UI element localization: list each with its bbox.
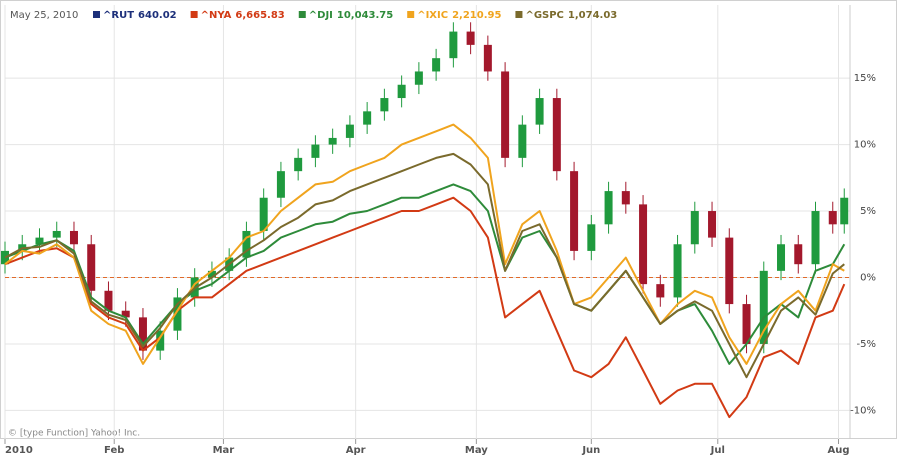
legend-name: ^RUT: [103, 10, 134, 21]
candle-body: [777, 244, 786, 271]
candle-body: [483, 44, 492, 72]
candle-body: [828, 211, 837, 225]
candle-body: [552, 98, 561, 172]
candle-body: [207, 270, 216, 278]
x-tick-label: Mar: [213, 445, 235, 456]
y-tick-label: 0%: [860, 272, 876, 283]
candle-body: [587, 224, 596, 251]
candle-body: [466, 31, 475, 45]
legend-name: ^IXIC: [417, 10, 448, 21]
x-tick-label: Jul: [710, 445, 725, 456]
candle-body: [742, 304, 751, 344]
series-line: [4, 123, 845, 365]
candle-body: [69, 230, 78, 245]
legend-quote: 2,210.95: [452, 10, 501, 21]
candle-body: [759, 270, 768, 344]
footer: © [type Function] Yahoo! Inc.: [8, 429, 140, 439]
candle-body: [311, 144, 320, 158]
x-tick-label: Jun: [581, 445, 600, 456]
candle-body: [811, 211, 820, 265]
series-line: [4, 183, 846, 365]
y-tick-label: 10%: [854, 140, 876, 151]
candle-body: [121, 310, 130, 318]
candle-body: [690, 211, 699, 245]
y-tick-label: 15%: [854, 73, 876, 84]
y-tick-label: -10%: [850, 405, 876, 416]
candle-body: [35, 237, 44, 245]
candle-body: [432, 58, 441, 72]
legend-swatch: [515, 11, 523, 18]
x-tick-label: 2010: [5, 445, 33, 456]
candle-body: [259, 197, 268, 231]
series-line: [4, 196, 846, 419]
x-tick-label: Aug: [827, 445, 849, 456]
candle-body: [276, 171, 285, 198]
x-tick-label: Feb: [104, 445, 124, 456]
candle-body: [328, 137, 337, 145]
legend-swatch: [407, 11, 415, 18]
candle-body: [570, 171, 579, 251]
legend-name: ^GSPC: [525, 10, 563, 21]
y-tick-label: -5%: [857, 339, 876, 350]
candle-body: [794, 244, 803, 265]
candle-body: [604, 191, 613, 225]
x-tick-label: May: [465, 445, 488, 456]
candle-body: [242, 230, 251, 258]
candle-body: [449, 31, 458, 59]
candle-body: [380, 98, 389, 112]
candle-body: [104, 290, 113, 311]
candle-body: [414, 71, 423, 85]
legend-swatch: [190, 11, 198, 18]
candle-body: [173, 297, 182, 331]
legend-quote: 10,043.75: [337, 10, 393, 21]
candle-body: [518, 124, 527, 158]
candle-body: [294, 157, 303, 172]
candle-body: [87, 244, 96, 291]
candle-body: [621, 191, 630, 205]
candle-body: [725, 237, 734, 305]
legend-swatch: [298, 11, 306, 18]
candle-body: [840, 197, 849, 225]
candle-body: [535, 98, 544, 125]
candle-body: [363, 111, 372, 125]
candle-body: [673, 244, 682, 298]
y-tick-label: 5%: [860, 206, 876, 217]
candle-body: [501, 71, 510, 158]
candle-body: [345, 124, 354, 138]
candle-body: [397, 84, 406, 99]
frame: [0, 0, 897, 439]
series-line: [4, 152, 845, 379]
candle-body: [156, 330, 165, 351]
candle-body: [639, 204, 648, 285]
candle-body: [656, 284, 665, 298]
legend-quote: 640.02: [138, 10, 177, 21]
x-tick-label: Apr: [346, 445, 366, 456]
legend-name: ^NYA: [201, 10, 232, 21]
legend-name: ^DJI: [309, 10, 333, 21]
legend-swatch: [93, 11, 100, 18]
candle-body: [138, 317, 147, 351]
legend-date: May 25, 2010: [10, 10, 78, 21]
candle-body: [52, 230, 61, 238]
legend-quote: 6,665.83: [235, 10, 284, 21]
legend-quote: 1,074.03: [568, 10, 617, 21]
candle-body: [708, 211, 717, 238]
